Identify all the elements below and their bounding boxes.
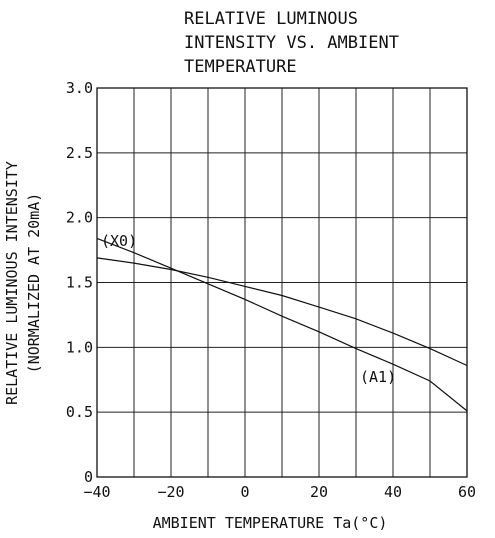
y-tick-label-1: 0.5 bbox=[66, 403, 93, 421]
x-tick-label-5: 60 bbox=[458, 483, 476, 501]
series-label-0: (X0) bbox=[101, 232, 137, 250]
y-tick-label-6: 3.0 bbox=[66, 79, 93, 97]
y-tick-label-0: 0 bbox=[84, 468, 93, 486]
y-axis-label-line-2: (NORMALIZED AT 20mA) bbox=[25, 193, 43, 374]
chart-title-line-3: TEMPERATURE bbox=[184, 57, 297, 77]
y-tick-label-2: 1.0 bbox=[66, 338, 93, 356]
series-labels: (X0) (A1) bbox=[101, 232, 396, 386]
y-tick-label-3: 1.5 bbox=[66, 274, 93, 292]
series-lines bbox=[96, 237, 468, 412]
x-tick-label-2: 0 bbox=[240, 483, 249, 501]
y-tick-label-4: 2.0 bbox=[66, 209, 93, 227]
chart-title-line-1: RELATIVE LUMINOUS bbox=[184, 9, 358, 29]
series-line-1 bbox=[96, 237, 468, 412]
y-axis-label-line-1: RELATIVE LUMINOUS INTENSITY bbox=[3, 161, 21, 405]
plot-frame bbox=[96, 87, 468, 478]
y-axis-label: RELATIVE LUMINOUS INTENSITY (NORMALIZED … bbox=[3, 161, 43, 405]
chart-title: RELATIVE LUMINOUS INTENSITY VS. AMBIENT … bbox=[184, 9, 399, 77]
series-line-0 bbox=[96, 257, 468, 367]
chart-title-line-2: INTENSITY VS. AMBIENT bbox=[184, 33, 399, 53]
x-axis-label: AMBIENT TEMPERATURE Ta(°C) bbox=[153, 514, 388, 532]
y-tick-label-5: 2.5 bbox=[66, 144, 93, 162]
x-tick-label-1: −20 bbox=[157, 483, 184, 501]
x-tick-label-0: −40 bbox=[83, 483, 110, 501]
plot-border bbox=[96, 87, 468, 478]
y-axis-ticks: 0 0.5 1.0 1.5 2.0 2.5 3.0 bbox=[66, 79, 93, 486]
x-tick-label-3: 20 bbox=[310, 483, 328, 501]
x-axis-ticks: −40 −20 0 20 40 60 bbox=[83, 483, 476, 501]
series-label-1: (A1) bbox=[360, 368, 396, 386]
x-tick-label-4: 40 bbox=[384, 483, 402, 501]
plot-grid bbox=[96, 87, 468, 478]
